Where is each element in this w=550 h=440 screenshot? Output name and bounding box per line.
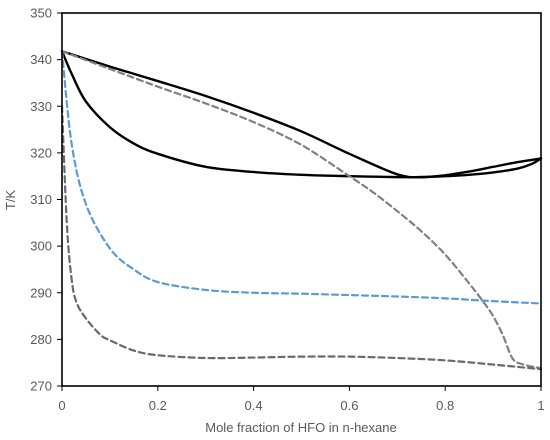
x-tick-label: 0.4: [245, 398, 263, 413]
y-axis-label: T/K: [3, 190, 18, 211]
series-line-2: [60, 50, 543, 179]
x-axis-label: Mole fraction of HFO in n-hexane: [205, 420, 396, 435]
y-tick-label: 300: [30, 239, 52, 254]
series-line-1: [60, 50, 543, 179]
y-tick-label: 320: [30, 145, 52, 160]
tick-layer: [57, 12, 542, 391]
series-line-3: [60, 50, 543, 370]
series-layer: [60, 50, 543, 371]
series-line-5: [60, 105, 543, 371]
y-tick-label: 310: [30, 192, 52, 207]
x-tick-label: 0.6: [340, 398, 358, 413]
y-tick-label: 340: [30, 52, 52, 67]
y-tick-label: 280: [30, 332, 52, 347]
y-tick-label: 290: [30, 285, 52, 300]
x-tick-label: 0.8: [436, 398, 454, 413]
y-tick-label: 270: [30, 379, 52, 394]
x-tick-label: 0.2: [149, 398, 167, 413]
plot-frame: [61, 12, 542, 387]
y-tick-label: 330: [30, 99, 52, 114]
x-tick-label: 1: [537, 398, 544, 413]
x-tick-label: 0: [58, 398, 65, 413]
series-line-4: [60, 50, 543, 305]
tick-label-layer: 0 0.2 0.4 0.6 0.8 1 270 280 290 300 310 320 330 340 35…: [30, 6, 544, 414]
y-tick-label: 350: [30, 6, 52, 21]
